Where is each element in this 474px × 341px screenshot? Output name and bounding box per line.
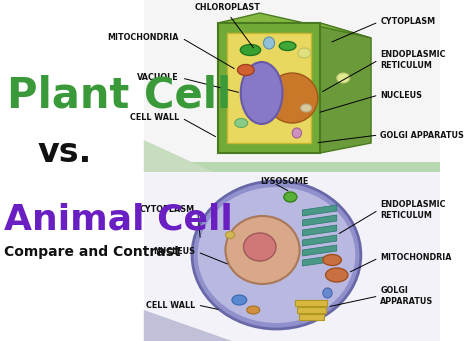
Ellipse shape (240, 44, 261, 56)
Polygon shape (218, 23, 320, 153)
Ellipse shape (279, 42, 296, 50)
Polygon shape (302, 255, 337, 266)
Polygon shape (320, 23, 371, 153)
Text: Compare and Contrast: Compare and Contrast (4, 245, 180, 259)
Text: CHLOROPLAST: CHLOROPLAST (194, 3, 260, 12)
Polygon shape (302, 215, 337, 226)
Ellipse shape (284, 192, 297, 202)
Ellipse shape (326, 268, 348, 282)
Polygon shape (299, 314, 324, 320)
Text: VACUOLE: VACUOLE (137, 74, 179, 83)
Polygon shape (144, 0, 440, 170)
Ellipse shape (301, 104, 312, 112)
Polygon shape (144, 140, 213, 172)
Polygon shape (297, 307, 326, 313)
Polygon shape (302, 235, 337, 246)
Polygon shape (302, 245, 337, 256)
Ellipse shape (337, 73, 350, 83)
Text: Plant Cell: Plant Cell (8, 74, 232, 116)
Polygon shape (302, 205, 337, 216)
Text: MITOCHONDRIA: MITOCHONDRIA (108, 33, 179, 43)
Text: NUCLEUS: NUCLEUS (380, 90, 422, 100)
Text: ENDOPLASMIC
RETICULUM: ENDOPLASMIC RETICULUM (380, 200, 446, 220)
Polygon shape (295, 300, 328, 306)
Ellipse shape (232, 295, 247, 305)
Ellipse shape (226, 232, 235, 238)
Circle shape (292, 128, 301, 138)
Ellipse shape (241, 62, 283, 124)
Ellipse shape (235, 119, 248, 128)
Text: NUCLEUS: NUCLEUS (153, 248, 195, 256)
Ellipse shape (267, 73, 318, 123)
Ellipse shape (247, 306, 260, 314)
Ellipse shape (298, 48, 311, 58)
Text: CYTOPLASM: CYTOPLASM (140, 206, 195, 214)
Polygon shape (144, 172, 440, 341)
Text: LYSOSOME: LYSOSOME (261, 178, 309, 187)
Text: CYTOPLASM: CYTOPLASM (380, 17, 436, 27)
Polygon shape (144, 162, 440, 172)
Polygon shape (302, 225, 337, 236)
Polygon shape (228, 33, 311, 143)
Ellipse shape (244, 233, 276, 261)
Text: GOLGI APPARATUS: GOLGI APPARATUS (380, 131, 464, 139)
Text: vs.: vs. (37, 136, 91, 169)
Ellipse shape (323, 254, 341, 266)
Text: Animal Cell: Animal Cell (4, 203, 232, 237)
Text: CELL WALL: CELL WALL (130, 114, 179, 122)
Polygon shape (144, 310, 232, 341)
Text: CELL WALL: CELL WALL (146, 300, 195, 310)
Text: GOLGI
APPARATUS: GOLGI APPARATUS (380, 286, 434, 306)
Text: MITOCHONDRIA: MITOCHONDRIA (380, 253, 452, 263)
Circle shape (323, 288, 332, 298)
Ellipse shape (192, 181, 361, 329)
Ellipse shape (237, 64, 254, 75)
Circle shape (264, 37, 274, 49)
Ellipse shape (226, 216, 300, 284)
Ellipse shape (198, 187, 356, 323)
Text: ENDOPLASMIC
RETICULUM: ENDOPLASMIC RETICULUM (380, 50, 446, 70)
Polygon shape (218, 13, 371, 38)
